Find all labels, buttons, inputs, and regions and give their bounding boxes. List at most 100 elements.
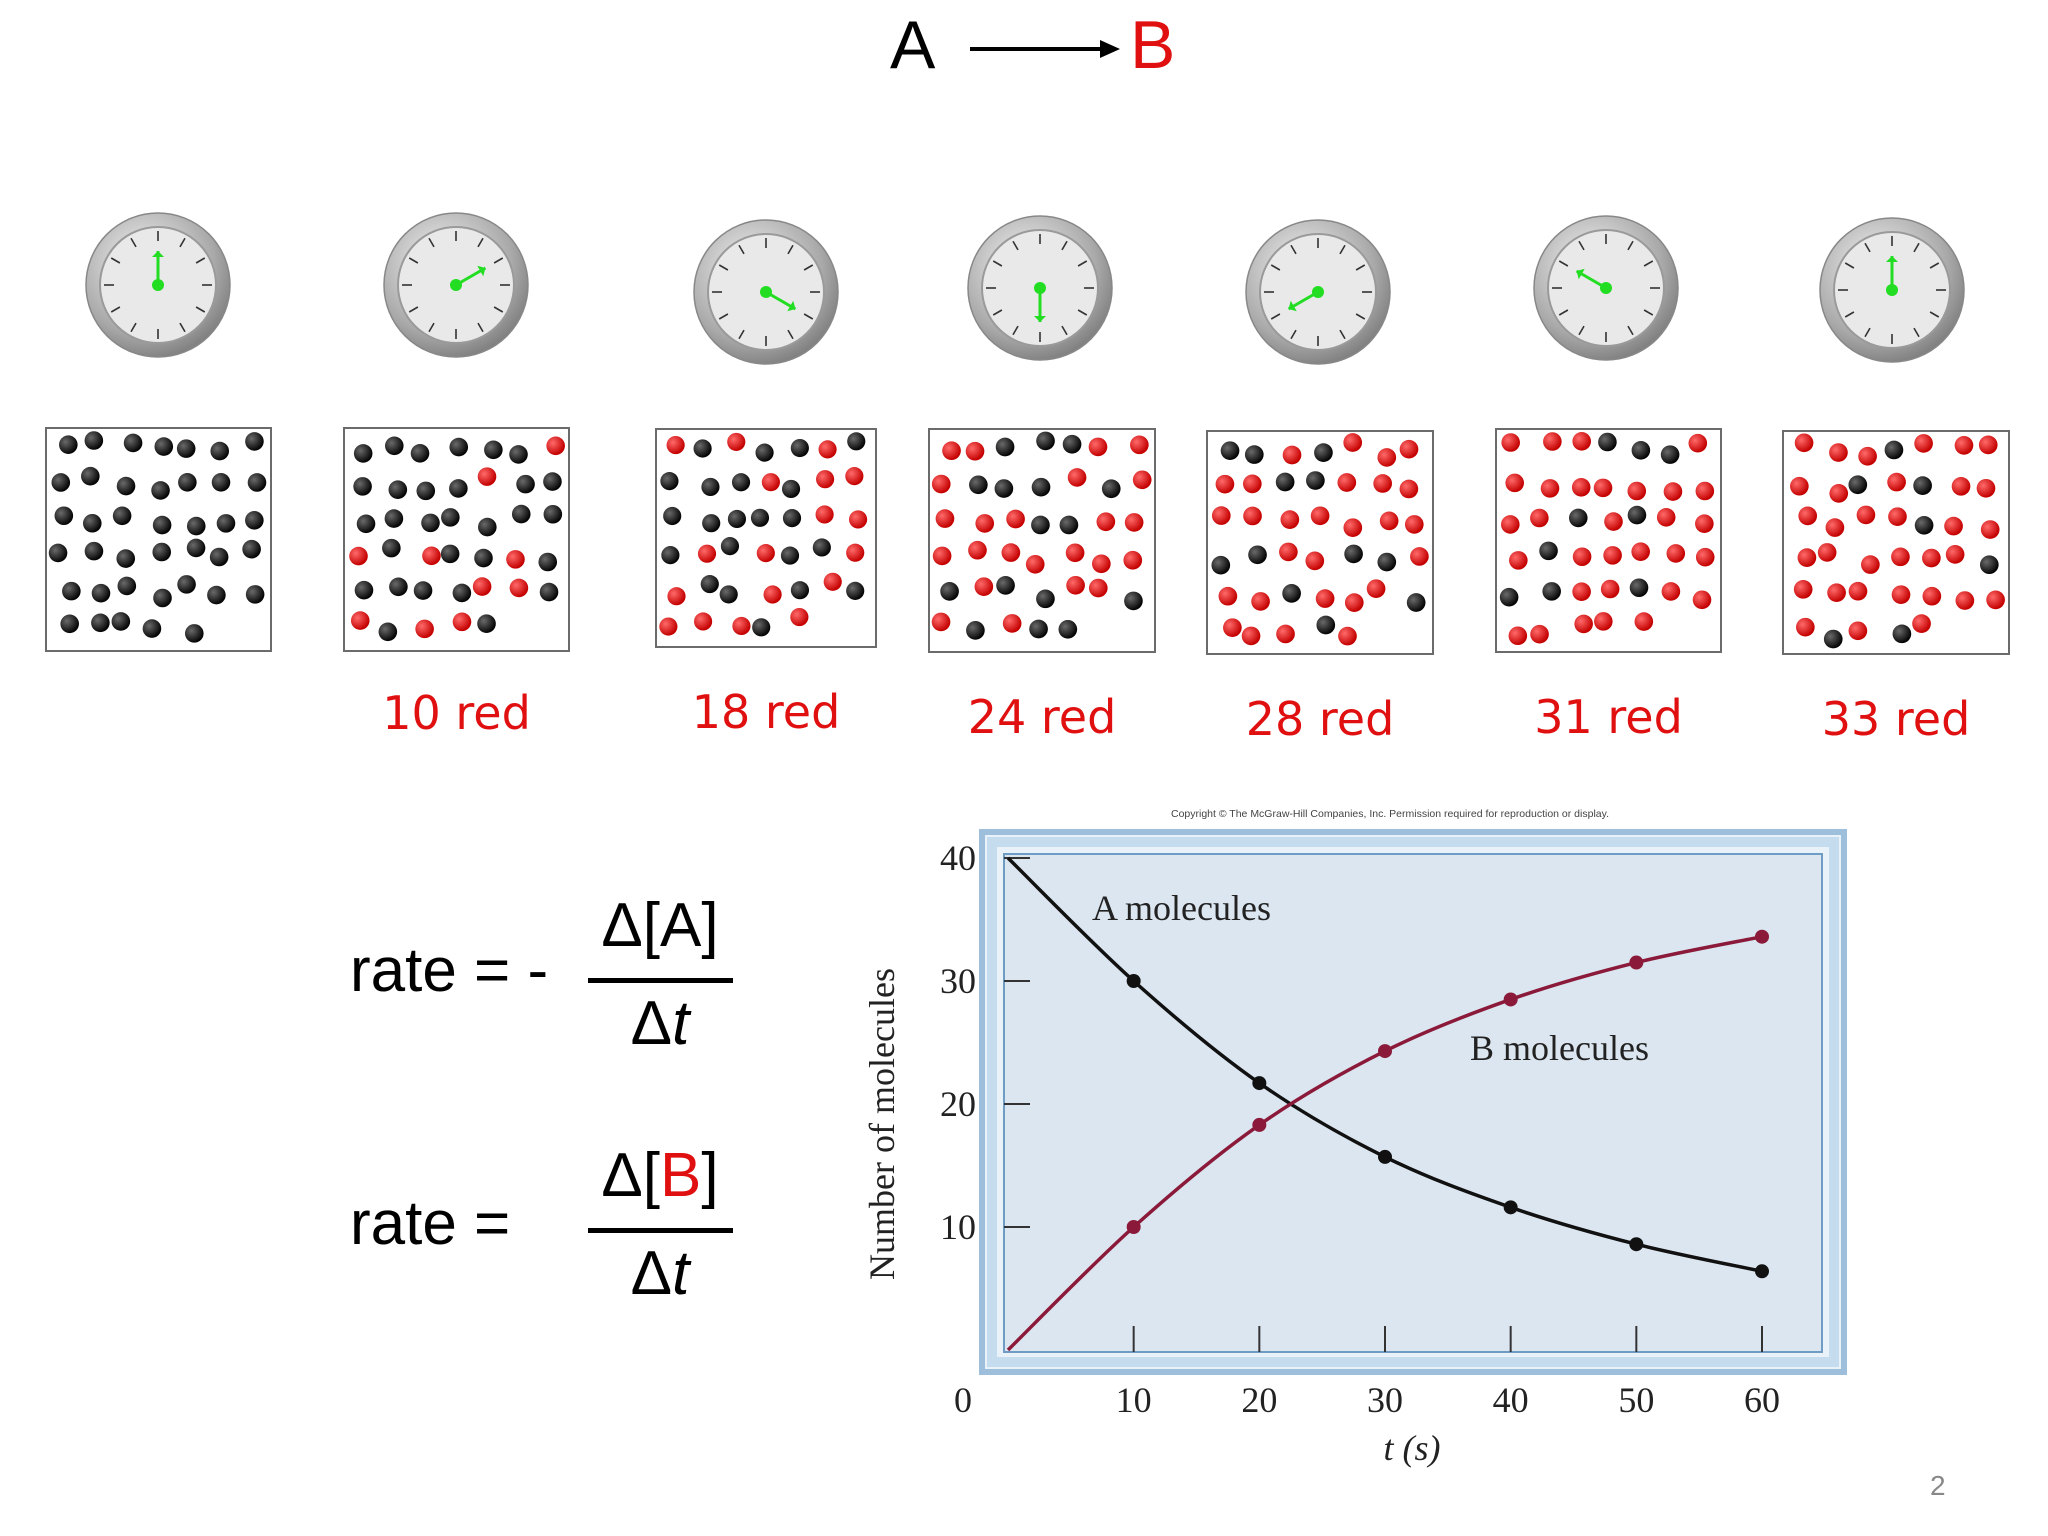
molecule-b — [1003, 614, 1022, 633]
molecule-a — [1885, 441, 1904, 460]
delta-symbol: Δ — [601, 891, 642, 960]
molecule-b — [415, 620, 434, 639]
molecule-a — [62, 582, 81, 601]
molecule-a — [540, 583, 559, 602]
molecule-b — [1243, 507, 1262, 526]
y-tick-label: 10 — [940, 1207, 976, 1247]
molecule-b — [1666, 544, 1685, 563]
delta-symbol: Δ — [631, 1239, 672, 1308]
molecule-a — [752, 618, 770, 636]
molecule-a — [474, 549, 493, 568]
molecule-b — [1944, 517, 1963, 536]
molecule-b — [1505, 474, 1524, 493]
molecule-b — [1794, 580, 1813, 599]
delta-symbol: Δ — [601, 1141, 642, 1210]
time-symbol: t — [672, 989, 689, 1058]
molecule-b — [1345, 593, 1364, 612]
molecule-b — [846, 544, 864, 562]
molecule-a — [449, 438, 468, 457]
molecule-a — [732, 473, 750, 491]
rate-a-prefix: rate = - — [350, 935, 548, 1006]
molecule-a — [153, 589, 172, 608]
molecule-box — [1782, 430, 2010, 655]
clock-icon — [83, 210, 233, 360]
molecule-a — [1102, 479, 1121, 498]
molecule-b — [1594, 479, 1613, 498]
molecule-a — [1893, 625, 1912, 644]
molecule-a — [217, 514, 236, 533]
molecule-box — [343, 427, 570, 652]
series-b-point — [1127, 1220, 1141, 1234]
molecule-b — [1509, 551, 1528, 570]
molecule-b — [1829, 484, 1848, 503]
molecule-b — [1689, 434, 1708, 453]
molecule-b — [1827, 583, 1846, 602]
molecule-box — [928, 428, 1156, 653]
molecule-b — [1066, 543, 1085, 562]
molecule-b — [1400, 440, 1419, 459]
x-tick-label: 10 — [1116, 1380, 1152, 1420]
molecule-b — [473, 577, 492, 596]
reaction-equation: A B — [0, 0, 2048, 110]
molecule-b — [1662, 582, 1681, 601]
rate-b-numerator: Δ[B] — [585, 1140, 735, 1211]
molecule-a — [92, 584, 111, 603]
molecule-a — [153, 516, 172, 535]
molecule-b — [727, 433, 745, 451]
molecule-a — [246, 585, 265, 604]
molecule-b — [1946, 545, 1965, 564]
molecule-b — [1922, 549, 1941, 568]
molecule-b — [764, 585, 782, 603]
molecule-a — [248, 473, 267, 492]
molecule-a — [353, 477, 372, 496]
molecule-b — [1601, 580, 1620, 599]
molecule-b — [1631, 542, 1650, 561]
molecule-b — [667, 436, 685, 454]
delta-symbol: Δ — [631, 989, 672, 1058]
molecule-b — [1979, 436, 1998, 455]
molecule-a — [755, 444, 773, 462]
molecule-b — [1377, 448, 1396, 467]
molecule-a — [791, 581, 809, 599]
molecule-a — [414, 581, 433, 600]
molecule-b — [1664, 482, 1683, 501]
molecule-b — [790, 608, 808, 626]
molecule-b — [1130, 436, 1149, 455]
x-tick-label: 50 — [1618, 1380, 1654, 1420]
molecule-a — [966, 621, 985, 640]
rate-b-prefix: rate = — [350, 1188, 510, 1259]
molecule-a — [1539, 542, 1558, 561]
molecule-b — [1223, 618, 1242, 637]
molecule-a — [781, 547, 799, 565]
molecule-box — [1206, 430, 1434, 655]
molecule-a — [1124, 592, 1143, 611]
molecule-b — [1923, 587, 1942, 606]
molecule-b — [1501, 433, 1520, 452]
molecule-b — [1400, 480, 1419, 499]
molecule-b — [1089, 438, 1108, 457]
molecule-a — [1407, 593, 1426, 612]
molecule-b — [1955, 436, 1974, 455]
molecule-a — [55, 506, 74, 525]
molecule-a — [720, 585, 738, 603]
molecule-a — [663, 507, 681, 525]
molecule-a — [1063, 435, 1082, 454]
molecule-a — [357, 515, 376, 534]
molecule-b — [1242, 627, 1261, 646]
series-b-point — [1252, 1118, 1266, 1132]
molecule-a — [245, 432, 264, 451]
molecule-a — [782, 480, 800, 498]
molecule-b — [1604, 512, 1623, 531]
y-axis-label: Number of molecules — [862, 968, 902, 1280]
bracket-open: [ — [643, 1141, 660, 1210]
molecule-b — [932, 613, 951, 632]
molecule-a — [477, 614, 496, 633]
molecule-b — [1543, 432, 1562, 451]
molecule-b — [351, 611, 370, 630]
series-a-point — [1629, 1237, 1643, 1251]
chart-copyright: Copyright © The McGraw-Hill Companies, I… — [1120, 808, 1660, 820]
molecule-b — [1367, 579, 1386, 598]
molecule-a — [1032, 478, 1051, 497]
conc-b: B — [660, 1141, 701, 1210]
molecule-b — [1089, 579, 1108, 598]
